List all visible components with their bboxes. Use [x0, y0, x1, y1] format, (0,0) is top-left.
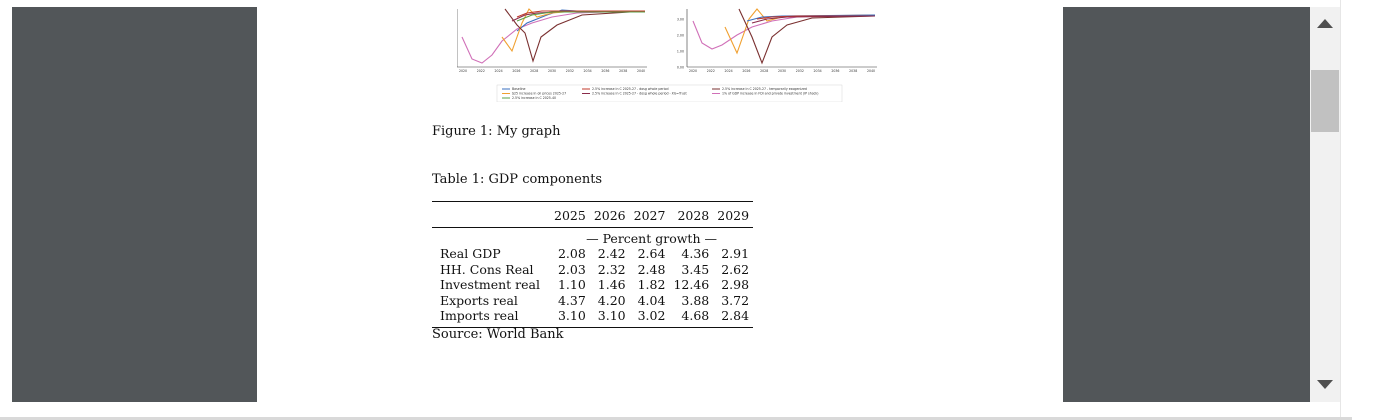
scrollbar-thumb[interactable]: [1311, 70, 1339, 132]
table-cell: 4.37: [557, 292, 586, 308]
figure-caption: Figure 1: My graph: [432, 124, 561, 139]
table-cell: 2.32: [597, 261, 626, 277]
x-tick-label: 2040: [867, 69, 875, 73]
table-cell: 2.91: [721, 246, 750, 261]
document-page: 3.503.002.502.001.501.000.50202020222024…: [257, 7, 1063, 402]
group-label: — Percent growth —: [586, 230, 717, 246]
legend-entry: 2.5% increase in C 2025-40: [512, 96, 556, 100]
x-tick-label: 2034: [814, 69, 822, 73]
x-tick-label: 2032: [566, 69, 574, 73]
legend-entry: 2.5% increase in C 2025-27 - dosg whole …: [592, 87, 668, 91]
row-label: Imports real: [432, 308, 551, 328]
legend-entry: 2.5% increase in C 2025-27 - dosg whole …: [592, 92, 687, 96]
x-tick-label: 2032: [796, 69, 804, 73]
x-tick-label: 2028: [530, 69, 538, 73]
x-tick-label: 2024: [725, 69, 733, 73]
table-cell: 3.10: [589, 308, 630, 328]
row-label: Investment real: [440, 277, 541, 292]
y-tick-label: 0.00: [677, 66, 684, 70]
table-corner: [432, 206, 551, 228]
table-row: HH. Cons Real 2.03 2.32 2.48 3.45 2.62: [432, 262, 753, 278]
x-tick-label: 2040: [637, 69, 645, 73]
table-cell: 2.42: [597, 246, 626, 261]
table-cell: 2.64: [637, 246, 666, 261]
row-label: Real GDP: [440, 246, 501, 261]
column-header: 2025: [550, 206, 590, 228]
figure-graph: 3.503.002.502.001.501.000.50202020222024…: [457, 8, 877, 102]
table-cell: 2.08: [557, 246, 586, 261]
arrow-up-icon: [1317, 19, 1333, 28]
table-cell: 3.45: [681, 261, 710, 277]
x-tick-label: 2030: [548, 69, 556, 73]
y-tick-label: 1.00: [677, 50, 684, 54]
table-caption: Table 1: GDP components: [432, 172, 603, 187]
series-line: [692, 14, 876, 50]
column-header: 2029: [713, 206, 754, 228]
x-tick-label: 2026: [742, 69, 750, 73]
column-header: 2028: [669, 206, 714, 228]
x-tick-label: 2024: [495, 69, 503, 73]
x-tick-label: 2026: [512, 69, 520, 73]
table-cell: 1.82: [637, 277, 666, 292]
x-tick-label: 2036: [601, 69, 609, 73]
table-cell: 2.48: [637, 261, 666, 277]
x-tick-label: 2038: [619, 69, 627, 73]
x-tick-label: 2020: [459, 69, 467, 73]
gdp-components-table: 2025 2026 2027 2028 2029 — Percent growt…: [432, 201, 754, 328]
x-tick-label: 2030: [778, 69, 786, 73]
series-line: [516, 10, 645, 18]
table-row: Real GDP 2.08 2.42 2.64 4.36 2.91: [432, 246, 753, 262]
column-header: 2026: [589, 206, 630, 228]
legend-entry: 2.5% increase in C 2025-27 - temporarily…: [722, 87, 807, 91]
x-tick-label: 2022: [477, 69, 485, 73]
window-bottom-border: [0, 417, 1352, 420]
y-tick-label: 2.00: [677, 34, 684, 38]
table-cell: 4.04: [637, 292, 666, 308]
legend-entry: Baseline: [512, 87, 526, 91]
table-row: Imports real 3.10 3.10 3.02 4.68 2.84: [432, 308, 754, 328]
table-cell: 4.68: [669, 308, 714, 328]
x-tick-label: 2028: [760, 69, 768, 73]
x-tick-label: 2038: [849, 69, 857, 73]
series-line: [516, 11, 645, 22]
table-cell: 3.72: [721, 292, 750, 308]
table-cell: 3.02: [629, 308, 670, 328]
table-cell: 12.46: [673, 277, 710, 292]
table-cell: 2.98: [721, 277, 750, 292]
scroll-down-button[interactable]: [1310, 370, 1340, 400]
table-cell: 1.10: [557, 277, 586, 292]
table-cell: 3.88: [681, 292, 710, 308]
x-tick-label: 2022: [707, 69, 715, 73]
column-header: 2027: [629, 206, 670, 228]
table-row: Investment real 1.10 1.46 1.82 12.46 2.9…: [432, 277, 753, 293]
arrow-down-icon: [1317, 380, 1333, 389]
x-tick-label: 2034: [584, 69, 592, 73]
table-cell: 4.20: [597, 292, 626, 308]
pdf-viewer: 3.503.002.502.001.501.000.50202020222024…: [12, 7, 1310, 402]
table-cell: 2.84: [713, 308, 754, 328]
series-line: [461, 11, 645, 64]
row-label: HH. Cons Real: [440, 261, 534, 277]
legend-entry: 1% of GDP increase in FDI and private in…: [722, 92, 819, 96]
series-line: [504, 8, 646, 63]
table-cell: 4.36: [681, 246, 710, 261]
x-tick-label: 2020: [689, 69, 697, 73]
y-tick-label: 3.00: [677, 18, 684, 22]
x-tick-label: 2036: [831, 69, 839, 73]
series-line: [751, 15, 876, 24]
table-row: Exports real 4.37 4.20 4.04 3.88 3.72: [432, 293, 753, 309]
table-cell: 3.10: [550, 308, 590, 328]
vertical-scrollbar[interactable]: [1310, 7, 1340, 402]
table-source: Source: World Bank: [432, 327, 564, 342]
scroll-up-button[interactable]: [1310, 7, 1340, 39]
row-label: Exports real: [440, 292, 518, 308]
table-cell: 1.46: [597, 277, 626, 292]
legend-entry: $25 increase in oil prices 2025-27: [512, 92, 566, 96]
table-cell: 2.62: [721, 261, 750, 277]
series-line: [738, 8, 876, 65]
table-cell: 2.03: [557, 261, 586, 277]
window-gutter: [1340, 0, 1390, 420]
